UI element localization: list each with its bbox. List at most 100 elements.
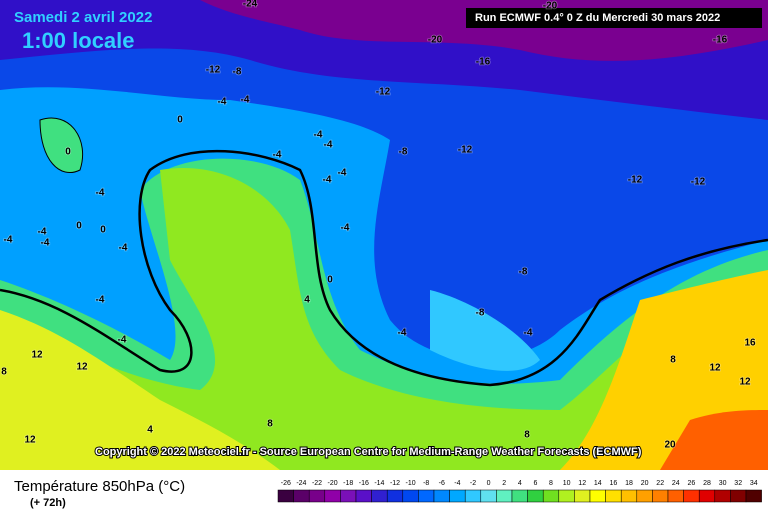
colorbar-label: -16 <box>359 480 369 487</box>
colorbar-label: 16 <box>610 480 618 487</box>
colorbar-swatch <box>636 489 653 503</box>
colorbar-swatch <box>277 489 294 503</box>
date-label: Samedi 2 avril 2022 <box>14 9 152 26</box>
copyright: Copyright © 2022 Meteociel.fr - Source E… <box>95 446 642 458</box>
colorbar-label: 4 <box>518 480 522 487</box>
colorbar-swatch <box>574 489 591 503</box>
time-label: 1:00 locale <box>22 28 135 53</box>
colorbar-label: 26 <box>688 480 696 487</box>
colorbar-label: 30 <box>719 480 727 487</box>
contour-label: -4 <box>398 328 407 339</box>
contour-label: -4 <box>96 295 105 306</box>
run-box <box>466 8 762 28</box>
colorbar-label: -26 <box>281 480 291 487</box>
contour-label: -12 <box>628 175 643 186</box>
colorbar-swatch <box>589 489 606 503</box>
warmer-region <box>0 310 280 470</box>
contour-label: -4 <box>324 140 333 151</box>
contour-label: -4 <box>323 175 332 186</box>
contour-label: 0 <box>100 225 106 236</box>
contour-label: 4 <box>147 425 153 436</box>
colorbar-swatch <box>386 489 404 503</box>
colorbar-swatch <box>355 489 372 503</box>
warm-region <box>0 168 768 470</box>
colorbar-swatch <box>324 489 341 503</box>
colorbar-swatch <box>527 489 544 503</box>
contour-label: 8 <box>1 367 7 378</box>
colorbar-swatch <box>558 489 575 503</box>
colorbar-swatch <box>683 489 700 503</box>
colorbar-label: -14 <box>374 480 384 487</box>
colorbar-swatch <box>542 489 560 503</box>
colorbar-swatch <box>730 489 747 503</box>
run-label: Run ECMWF 0.4° 0 Z du Mercredi 30 mars 2… <box>475 12 720 24</box>
colorbar-label: 22 <box>656 480 664 487</box>
legend-title: Température 850hPa (°C) <box>14 478 185 495</box>
colorbar-swatch <box>340 489 357 503</box>
colorbar-swatch <box>605 489 622 503</box>
colorbar-label: 6 <box>533 480 537 487</box>
zero-isotherm <box>0 149 768 387</box>
contour-label: 8 <box>524 430 530 441</box>
colorbar-swatch <box>480 489 497 503</box>
colorbar-label: -24 <box>296 480 306 487</box>
colorbar-swatch <box>464 489 482 503</box>
colorbar-label: -2 <box>470 480 476 487</box>
contour-label: 20 <box>664 440 676 451</box>
contour-label: 12 <box>24 435 36 446</box>
contour-label: -4 <box>38 227 47 238</box>
contour-label: 12 <box>76 362 88 373</box>
contour-label: -20 <box>428 35 443 46</box>
colorbar-label: 2 <box>502 480 506 487</box>
contour-label: -4 <box>338 168 347 179</box>
contour-label: -4 <box>524 328 533 339</box>
contour-label: 0 <box>177 115 183 126</box>
colorbar-label: 24 <box>672 480 680 487</box>
contour-label: -4 <box>4 235 13 246</box>
colorbar-label: 14 <box>594 480 602 487</box>
colorbar-swatch <box>511 489 528 503</box>
colorbar-label: 10 <box>563 480 571 487</box>
contour-label: -8 <box>399 147 408 158</box>
contour-label: -4 <box>41 238 50 249</box>
colorbar-swatch <box>698 489 716 503</box>
colorbar-swatch <box>402 489 419 503</box>
island <box>39 117 84 173</box>
contour-label: -4 <box>273 150 282 161</box>
contour-label: -8 <box>476 308 485 319</box>
contour-label: 0 <box>76 221 82 232</box>
contour-label: -4 <box>119 243 128 254</box>
colorbar-label: -6 <box>439 480 445 487</box>
contour-label: 0 <box>65 147 71 158</box>
contour-label: -12 <box>691 177 706 188</box>
contour-label: 12 <box>31 350 43 361</box>
contour-label: -8 <box>233 67 242 78</box>
colorbar-label: -20 <box>328 480 338 487</box>
colorbar-label: 20 <box>641 480 649 487</box>
colorbar-label: 32 <box>734 480 742 487</box>
colorbar-label: -18 <box>343 480 353 487</box>
contour-label: -24 <box>243 0 258 10</box>
colorbar-swatch <box>652 489 669 503</box>
colorbar: -26 -24 -22 -20 -18 -16 -14 -12 -10 -8 -6 -4 -2 0 2 4 6 8… <box>277 480 762 503</box>
contour-label: -4 <box>218 97 227 108</box>
colorbar-label: 18 <box>625 480 633 487</box>
contour-label: 12 <box>739 377 751 388</box>
colorbar-swatch <box>620 489 638 503</box>
colorbar-swatch <box>496 489 513 503</box>
contour-label: -20 <box>543 1 558 12</box>
contour-label: 8 <box>670 355 676 366</box>
colorbar-label: -22 <box>312 480 322 487</box>
colorbar-swatch <box>433 489 450 503</box>
colorbar-swatch <box>418 489 435 503</box>
contour-label: -16 <box>476 57 491 68</box>
contour-label: -16 <box>713 35 728 46</box>
colorbar-label: 34 <box>750 480 758 487</box>
contour-label: 0 <box>327 275 333 286</box>
colorbar-swatch <box>714 489 731 503</box>
contour-label: -4 <box>118 335 127 346</box>
contour-label: -12 <box>458 145 473 156</box>
colorbar-label: -4 <box>454 480 460 487</box>
contour-label: -12 <box>206 65 221 76</box>
